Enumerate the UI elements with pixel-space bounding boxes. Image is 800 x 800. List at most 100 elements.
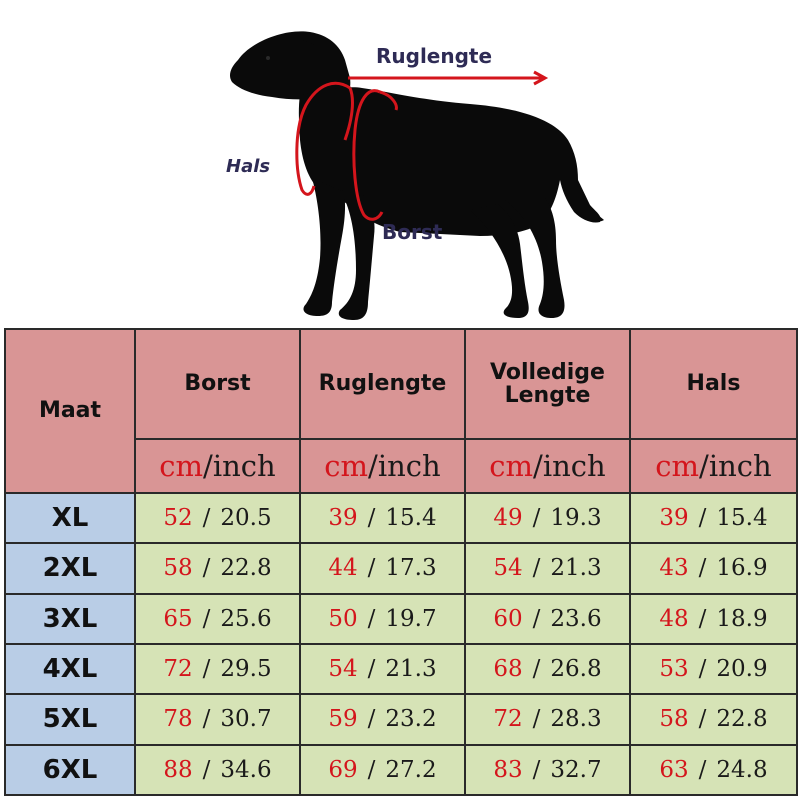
table-row: 4XL 72 / 29.5 54 / 21.3 68 / 26.8 53 / 20.9 <box>4 642 798 696</box>
size-label: 3XL <box>4 592 136 645</box>
size-label: 5XL <box>4 693 136 746</box>
measurement-cell: 54 / 21.3 <box>299 642 466 696</box>
measurement-cell: 58 / 22.8 <box>629 693 798 746</box>
measurement-cell: 53 / 20.9 <box>629 642 798 696</box>
value-cm: 39 <box>328 505 358 532</box>
measurement-cell: 43 / 16.9 <box>629 542 798 595</box>
header-row: Maat Borst Ruglengte Volledige Lengte Ha… <box>4 328 798 494</box>
value-separator: / <box>698 555 707 582</box>
measurement-cell: 78 / 30.7 <box>134 693 301 746</box>
value-cm: 60 <box>493 605 523 632</box>
value-cm: 44 <box>328 555 358 582</box>
value-cm: 54 <box>493 555 523 582</box>
measurement-cell: 63 / 24.8 <box>629 743 798 797</box>
value-separator: / <box>532 555 541 582</box>
value-cm: 69 <box>328 756 358 783</box>
value-cm: 58 <box>163 555 193 582</box>
value-inch: 30.7 <box>220 706 272 733</box>
dog-measurement-diagram: Ruglengte Hals Borst <box>0 0 800 330</box>
measurement-cell: 83 / 32.7 <box>464 743 631 797</box>
hals-label: Hals <box>226 156 271 177</box>
value-separator: / <box>367 555 376 582</box>
value-inch: 19.3 <box>550 505 602 532</box>
column-header-line1: Hals <box>686 371 741 397</box>
value-cm: 58 <box>659 706 689 733</box>
measurement-cell: 58 / 22.8 <box>134 542 301 595</box>
measurement-cell: 48 / 18.9 <box>629 592 798 645</box>
value-cm: 43 <box>659 555 689 582</box>
column-header-ruglengte: Ruglengte <box>299 328 466 440</box>
table-row: 6XL 88 / 34.6 69 / 27.2 83 / 32.7 63 / 24.8 <box>4 743 798 797</box>
measurement-cell: 54 / 21.3 <box>464 542 631 595</box>
table-row: 2XL 58 / 22.8 44 / 17.3 54 / 21.3 43 / 16.9 <box>4 542 798 595</box>
value-inch: 17.3 <box>385 555 437 582</box>
measurement-cell: 72 / 28.3 <box>464 693 631 746</box>
measurement-cell: 68 / 26.8 <box>464 642 631 696</box>
value-cm: 53 <box>659 656 689 683</box>
value-cm: 83 <box>493 756 523 783</box>
borst-loop-top <box>379 90 398 111</box>
size-label: 6XL <box>4 743 136 797</box>
value-separator: / <box>532 706 541 733</box>
value-cm: 78 <box>163 706 193 733</box>
value-inch: 18.9 <box>716 605 768 632</box>
value-cm: 65 <box>163 605 193 632</box>
value-inch: 16.9 <box>716 555 768 582</box>
value-inch: 20.9 <box>716 656 768 683</box>
measurement-marks <box>295 70 549 221</box>
measurement-cell: 39 / 15.4 <box>629 491 798 545</box>
value-separator: / <box>367 756 376 783</box>
measurement-cell: 50 / 19.7 <box>299 592 466 645</box>
measurement-cell: 52 / 20.5 <box>134 491 301 545</box>
column-header-line2: Lengte <box>504 383 591 408</box>
measurement-cell: 69 / 27.2 <box>299 743 466 797</box>
column-header-line1: Volledige <box>490 359 605 385</box>
column-header-volledige-lengte: Volledige Lengte <box>464 328 631 440</box>
value-cm: 72 <box>493 706 523 733</box>
ruglengte-arrow-head <box>533 70 549 86</box>
value-cm: 50 <box>328 605 358 632</box>
table-row: 5XL 78 / 30.7 59 / 23.2 72 / 28.3 58 / 22.8 <box>4 693 798 746</box>
value-inch: 29.5 <box>220 656 272 683</box>
value-inch: 15.4 <box>385 505 437 532</box>
unit-inch: /inch <box>368 448 441 483</box>
value-inch: 28.3 <box>550 706 602 733</box>
value-inch: 20.5 <box>220 505 272 532</box>
unit-inch: /inch <box>533 448 606 483</box>
value-separator: / <box>367 605 376 632</box>
value-separator: / <box>698 656 707 683</box>
value-separator: / <box>367 656 376 683</box>
value-cm: 48 <box>659 605 689 632</box>
value-cm: 52 <box>163 505 193 532</box>
unit-row: cm/inch cm/inch cm/inch cm/inch <box>5 438 798 494</box>
value-separator: / <box>202 605 211 632</box>
table-row: XL 52 / 20.5 39 / 15.4 49 / 19.3 39 / 15.4 <box>4 491 798 545</box>
measurement-cell: 60 / 23.6 <box>464 592 631 645</box>
value-separator: / <box>367 706 376 733</box>
unit-inch: /inch <box>699 448 772 483</box>
value-cm: 59 <box>328 706 358 733</box>
size-label: 4XL <box>4 642 136 696</box>
column-header-hals: Hals <box>629 328 798 440</box>
column-header-line1: Borst <box>184 371 251 397</box>
value-inch: 25.6 <box>220 605 272 632</box>
value-inch: 23.6 <box>550 605 602 632</box>
value-inch: 15.4 <box>716 505 768 532</box>
ruglengte-label: Ruglengte <box>376 44 493 68</box>
table-row: 3XL 65 / 25.6 50 / 19.7 60 / 23.6 48 / 18.9 <box>4 592 798 645</box>
value-separator: / <box>532 505 541 532</box>
value-cm: 88 <box>163 756 193 783</box>
size-chart-table: Maat Borst Ruglengte Volledige Lengte Ha… <box>4 328 798 797</box>
hals-loop <box>295 81 351 196</box>
unit-inch: /inch <box>203 448 276 483</box>
measurement-cell: 88 / 34.6 <box>134 743 301 797</box>
measurement-cell: 39 / 15.4 <box>299 491 466 545</box>
value-cm: 72 <box>163 656 193 683</box>
measurement-cell: 72 / 29.5 <box>134 642 301 696</box>
value-inch: 22.8 <box>716 706 768 733</box>
value-inch: 34.6 <box>220 756 272 783</box>
measurement-cell: 49 / 19.3 <box>464 491 631 545</box>
size-rows: XL 52 / 20.5 39 / 15.4 49 / 19.3 39 / 15.4 2XL 58 / 22.8… <box>4 491 798 797</box>
value-separator: / <box>202 756 211 783</box>
value-cm: 49 <box>493 505 523 532</box>
